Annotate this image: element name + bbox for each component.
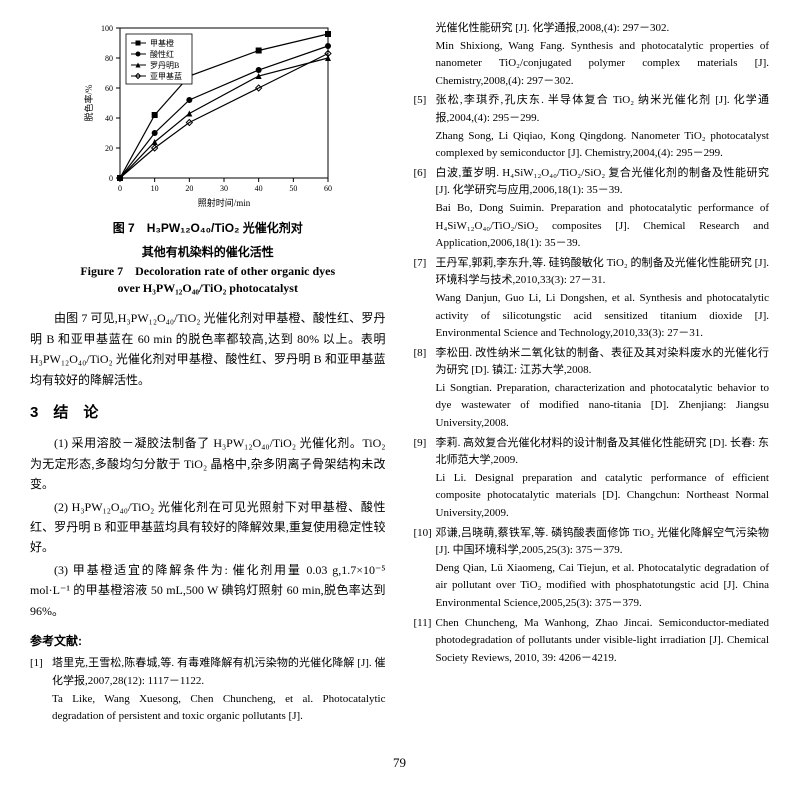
svg-text:罗丹明B: 罗丹明B: [150, 61, 179, 70]
ref-8-en: Li Songtian. Preparation, characterizati…: [436, 380, 770, 433]
section-heading-conclusion: 3 结 论: [30, 400, 386, 426]
ref-11-en: Chen Chuncheng, Ma Wanhong, Zhao Jincai.…: [436, 615, 770, 668]
svg-text:80: 80: [105, 54, 113, 63]
paragraph-1: 由图 7 可见,H₃PW₁₂O₄₀/TiO₂ 光催化剂对甲基橙、酸性红、罗丹明 …: [30, 308, 386, 390]
ref-1-cn: 塔里克,王雪松,陈春城,等. 有毒难降解有机污染物的光催化降解 [J]. 催化学…: [52, 655, 386, 690]
figure-caption-en: Figure 7 Decoloration rate of other orga…: [30, 263, 386, 297]
chart-svg: 0 10 20 30 40 50 60 0 20 40 60 80 100 照射时间/min 脱色率/% 甲基…: [78, 20, 338, 210]
svg-text:脱色率/%: 脱色率/%: [83, 84, 94, 122]
figure-7-chart: 0 10 20 30 40 50 60 0 20 40 60 80 100 照射时间/min 脱色率/% 甲基…: [30, 20, 386, 210]
svg-text:亚甲基蓝: 亚甲基蓝: [150, 71, 182, 81]
svg-text:30: 30: [220, 184, 228, 193]
reference-10: [10] 邓谦,吕晓萌,蔡铁军,等. 磷钨酸表面修饰 TiO₂ 光催化降解空气污…: [414, 525, 770, 613]
conclusion-3: (3) 甲基橙适宜的降解条件为: 催化剂用量 0.03 g,1.7×10⁻⁵ m…: [30, 560, 386, 621]
right-column: 光催化性能研究 [J]. 化学通报,2008,(4): 297－302. Min…: [414, 20, 770, 728]
ref-10-en: Deng Qian, Lü Xiaomeng, Cai Tiejun, et a…: [436, 560, 770, 613]
page-number: 79: [30, 752, 769, 774]
caption-en-line-2: over H₃PW₁₂O₄₀/TiO₂ photocatalyst: [118, 281, 298, 295]
ref-num: [11]: [414, 615, 436, 668]
conclusion-2: (2) H₃PW₁₂O₄₀/TiO₂ 光催化剂在可见光照射下对甲基橙、酸性红、罗…: [30, 497, 386, 558]
ref-10-cn: 邓谦,吕晓萌,蔡铁军,等. 磷钨酸表面修饰 TiO₂ 光催化降解空气污染物 [J…: [436, 525, 770, 560]
ref-5-en: Zhang Song, Li Qiqiao, Kong Qingdong. Na…: [436, 128, 770, 163]
svg-text:照射时间/min: 照射时间/min: [197, 197, 250, 208]
svg-text:60: 60: [105, 84, 113, 93]
reference-4-cont: 光催化性能研究 [J]. 化学通报,2008,(4): 297－302. Min…: [414, 20, 770, 90]
ref-num: [9]: [414, 435, 436, 523]
reference-9: [9] 李莉. 高效复合光催化材料的设计制备及其催化性能研究 [D]. 长春: …: [414, 435, 770, 523]
ref-4b-cn: 光催化性能研究 [J]. 化学通报,2008,(4): 297－302.: [436, 20, 770, 38]
svg-text:甲基橙: 甲基橙: [150, 38, 174, 48]
ref-4b-en: Min Shixiong, Wang Fang. Synthesis and p…: [436, 38, 770, 91]
svg-text:40: 40: [105, 114, 113, 123]
ref-6-cn: 白波,董岁明. H₄SiW₁₂O₄₀/TiO₂/SiO₂ 复合光催化剂的制备及性…: [436, 165, 770, 200]
caption-en-line-1: Figure 7 Decoloration rate of other orga…: [80, 264, 335, 278]
svg-text:40: 40: [254, 184, 262, 193]
ref-6-en: Bai Bo, Dong Suimin. Preparation and pho…: [436, 200, 770, 253]
conclusion-1: (1) 采用溶胶－凝胶法制备了 H₃PW₁₂O₄₀/TiO₂ 光催化剂。TiO₂…: [30, 433, 386, 494]
figure-caption-cn-2: 其他有机染料的催化活性: [30, 242, 386, 262]
svg-text:酸性红: 酸性红: [150, 49, 174, 59]
svg-text:10: 10: [150, 184, 158, 193]
svg-text:50: 50: [289, 184, 297, 193]
ref-num: [5]: [414, 92, 436, 162]
ref-7-cn: 王丹军,郭莉,李东升,等. 硅钨酸敏化 TiO₂ 的制备及光催化性能研究 [J]…: [436, 255, 770, 290]
ref-9-en: Li Li. Designal preparation and catalyti…: [436, 470, 770, 523]
ref-num: [10]: [414, 525, 436, 613]
svg-text:0: 0: [109, 174, 113, 183]
reference-8: [8] 李松田. 改性纳米二氧化钛的制备、表征及其对染料废水的光催化行为研究 […: [414, 345, 770, 433]
ref-num: [1]: [30, 655, 52, 725]
ref-7-en: Wang Danjun, Guo Li, Li Dongshen, et al.…: [436, 290, 770, 343]
ref-8-cn: 李松田. 改性纳米二氧化钛的制备、表征及其对染料废水的光催化行为研究 [D]. …: [436, 345, 770, 380]
svg-text:20: 20: [105, 144, 113, 153]
ref-9-cn: 李莉. 高效复合光催化材料的设计制备及其催化性能研究 [D]. 长春: 东北师范…: [436, 435, 770, 470]
ref-5-cn: 张松,李琪乔,孔庆东. 半导体复合 TiO₂ 纳米光催化剂 [J]. 化学通报,…: [436, 92, 770, 127]
ref-num: [6]: [414, 165, 436, 253]
reference-6: [6] 白波,董岁明. H₄SiW₁₂O₄₀/TiO₂/SiO₂ 复合光催化剂的…: [414, 165, 770, 253]
references-heading: 参考文献:: [30, 631, 386, 651]
reference-11: [11] Chen Chuncheng, Ma Wanhong, Zhao Ji…: [414, 615, 770, 668]
svg-text:20: 20: [185, 184, 193, 193]
reference-5: [5] 张松,李琪乔,孔庆东. 半导体复合 TiO₂ 纳米光催化剂 [J]. 化…: [414, 92, 770, 162]
ref-num: [7]: [414, 255, 436, 343]
ref-num: [8]: [414, 345, 436, 433]
svg-text:100: 100: [101, 24, 113, 33]
ref-num-blank: [414, 20, 436, 90]
reference-1: [1] 塔里克,王雪松,陈春城,等. 有毒难降解有机污染物的光催化降解 [J].…: [30, 655, 386, 725]
reference-7: [7] 王丹军,郭莉,李东升,等. 硅钨酸敏化 TiO₂ 的制备及光催化性能研究…: [414, 255, 770, 343]
figure-caption-cn-1: 图 7 H₃PW₁₂O₄₀/TiO₂ 光催化剂对: [30, 218, 386, 238]
left-column: 0 10 20 30 40 50 60 0 20 40 60 80 100 照射时间/min 脱色率/% 甲基…: [30, 20, 386, 728]
svg-text:0: 0: [118, 184, 122, 193]
ref-1-en: Ta Like, Wang Xuesong, Chen Chuncheng, e…: [52, 691, 386, 726]
svg-text:60: 60: [324, 184, 332, 193]
